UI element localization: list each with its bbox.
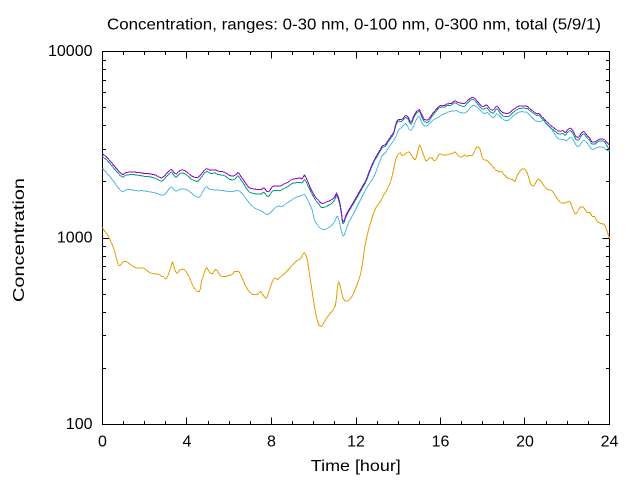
- svg-text:12: 12: [347, 434, 365, 451]
- svg-text:Concentration, ranges: 0-30 nm: Concentration, ranges: 0-30 nm, 0-100 nm…: [107, 17, 601, 34]
- svg-text:8: 8: [267, 434, 276, 451]
- svg-text:100: 100: [66, 416, 93, 433]
- svg-text:20: 20: [516, 434, 534, 451]
- svg-text:10000: 10000: [48, 43, 93, 60]
- svg-text:16: 16: [432, 434, 450, 451]
- svg-text:0: 0: [98, 434, 107, 451]
- svg-text:Concentration: Concentration: [11, 178, 28, 302]
- svg-text:24: 24: [601, 434, 619, 451]
- svg-text:Time [hour]: Time [hour]: [311, 458, 401, 475]
- svg-text:1000: 1000: [57, 230, 93, 247]
- svg-text:4: 4: [183, 434, 192, 451]
